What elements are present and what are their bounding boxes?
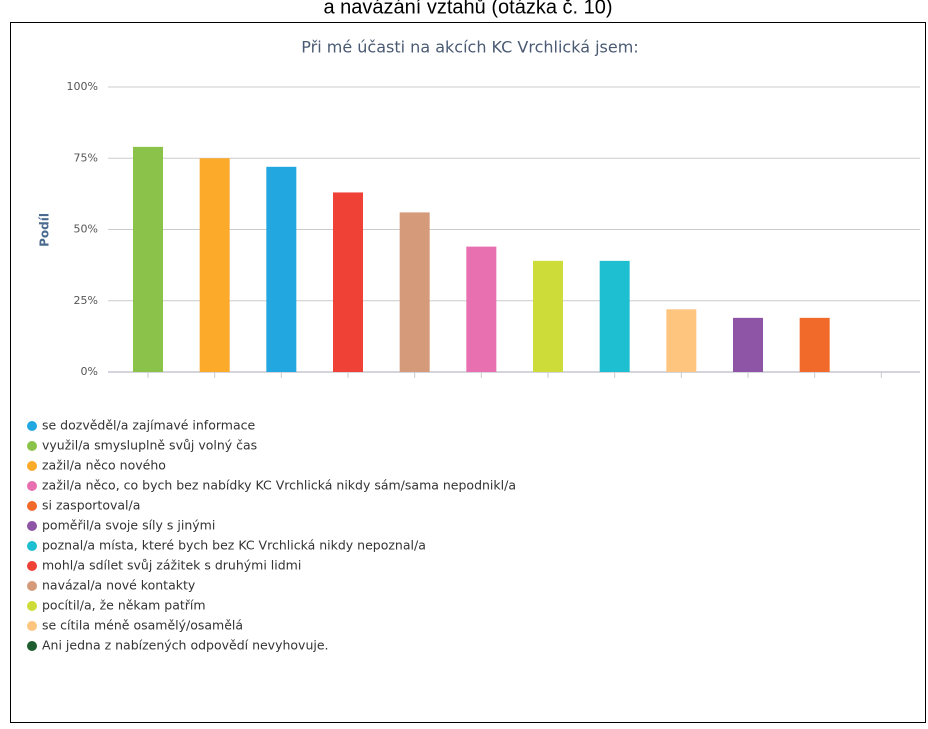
legend-marker — [27, 521, 37, 531]
legend-label: poměřil/a svoje síly s jinými — [42, 518, 215, 533]
y-tick-label: 0% — [81, 365, 98, 378]
y-tick-label: 25% — [74, 294, 98, 307]
bar — [199, 158, 230, 372]
legend-label: mohl/a sdílet svůj zážitek s druhými lid… — [42, 558, 301, 573]
bar — [266, 166, 297, 372]
bar — [799, 317, 830, 372]
y-tick-label: 75% — [74, 151, 98, 164]
bar — [466, 246, 497, 372]
bar — [533, 260, 563, 372]
legend-marker — [27, 421, 37, 431]
legend-label: využil/a smysluplně svůj volný čas — [42, 438, 257, 453]
y-tick-label: 100% — [67, 80, 98, 93]
legend-label: pocítil/a, že někam patřím — [42, 598, 206, 613]
legend-label: si zasportoval/a — [42, 498, 140, 513]
bar — [733, 317, 763, 372]
bar — [599, 260, 630, 372]
legend-label: poznal/a místa, které bych bez KC Vrchli… — [42, 538, 426, 553]
legend-label: se dozvěděl/a zajímavé informace — [42, 418, 255, 433]
legend-marker — [27, 561, 37, 571]
bar — [399, 212, 430, 372]
legend-marker — [27, 621, 37, 631]
bar — [333, 192, 363, 372]
legend-label: zažil/a něco nového — [42, 458, 166, 473]
legend-marker — [27, 441, 37, 451]
chart-title: Při mé účasti na akcích KC Vrchlická jse… — [301, 38, 638, 57]
y-axis-label: Podíl — [38, 213, 52, 247]
legend-label: se cítila méně osamělý/osamělá — [42, 618, 243, 633]
legend-marker — [27, 581, 37, 591]
legend-marker — [27, 501, 37, 511]
legend-label: zažil/a něco, co bych bez nabídky KC Vrc… — [42, 478, 516, 493]
caption: a navázání vztahů (otázka č. 10) — [323, 0, 612, 18]
bar — [133, 146, 163, 372]
legend-label: Ani jedna z nabízených odpovědí nevyhovu… — [42, 638, 329, 653]
legend-marker — [27, 541, 37, 551]
bar — [666, 309, 697, 372]
legend-marker — [27, 641, 37, 651]
legend-marker — [27, 481, 37, 491]
legend-marker — [27, 601, 37, 611]
legend-marker — [27, 461, 37, 471]
legend-label: navázal/a nové kontakty — [42, 578, 196, 593]
y-tick-label: 50% — [74, 223, 98, 236]
